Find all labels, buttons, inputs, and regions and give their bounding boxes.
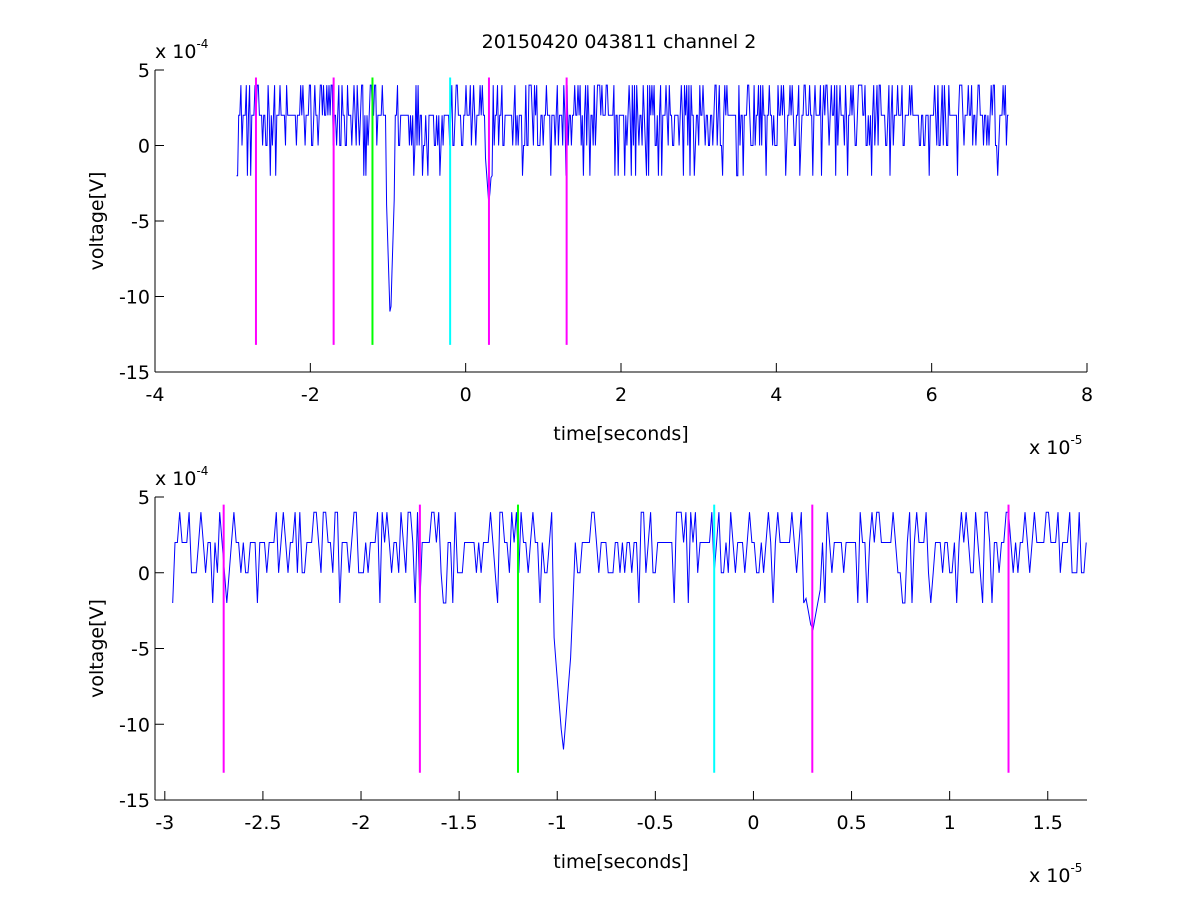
y-tick-label: -10 (119, 714, 150, 736)
y-tick-label: -5 (131, 639, 150, 661)
x-tick-label: -1 (548, 812, 567, 834)
x-axis-label: time[seconds] (553, 851, 688, 873)
y-axis-label: voltage[V] (86, 599, 108, 698)
y-tick-label: -5 (131, 211, 150, 233)
signal-series-line (172, 511, 1087, 750)
y-tick-label: 0 (138, 563, 150, 585)
y-exponent-label: x 10-4 (155, 37, 208, 63)
x-axis-label: time[seconds] (553, 423, 688, 445)
x-exponent-label: x 10-5 (1029, 861, 1082, 887)
x-exponent-label: x 10-5 (1029, 433, 1082, 459)
y-exponent-label: x 10-4 (155, 464, 208, 490)
x-tick-label: 6 (926, 384, 938, 406)
x-tick-label: -1.5 (441, 812, 478, 834)
x-tick-label: 0 (747, 812, 759, 834)
y-tick-label: 0 (138, 136, 150, 158)
top-plot: -4 -2 0 2 4 6 8 -15 -10 -5 0 5 time[seconds] voltage[… (86, 37, 1093, 459)
x-tick-label: 2 (615, 384, 627, 406)
y-axis-label: voltage[V] (86, 172, 108, 271)
x-tick-label: -2 (301, 384, 320, 406)
y-tick-label: 5 (138, 60, 150, 82)
y-tick-label: 5 (138, 487, 150, 509)
x-tick-label: -0.5 (637, 812, 674, 834)
x-tick-label: 1 (944, 812, 956, 834)
signal-series-line (236, 84, 1009, 312)
y-tick-label: -15 (119, 790, 150, 812)
x-tick-label: -2 (352, 812, 371, 834)
x-tick-label: -4 (146, 384, 165, 406)
x-tick-label: 0.5 (836, 812, 866, 834)
x-tick-label: 0 (460, 384, 472, 406)
y-tick-label: -15 (119, 362, 150, 384)
x-tick-label: 1.5 (1033, 812, 1063, 834)
x-tick-label: -2.5 (244, 812, 281, 834)
y-tick-label: -10 (119, 287, 150, 309)
x-tick-label: 8 (1081, 384, 1093, 406)
x-tick-label: -3 (155, 812, 174, 834)
bottom-plot: -3 -2.5 -2 -1.5 -1 -0.5 0 0.5 1 1.5 -15 -10 -5 0 5 time… (86, 464, 1087, 887)
x-tick-label: 4 (770, 384, 782, 406)
figure-title: 20150420 043811 channel 2 (482, 31, 757, 53)
